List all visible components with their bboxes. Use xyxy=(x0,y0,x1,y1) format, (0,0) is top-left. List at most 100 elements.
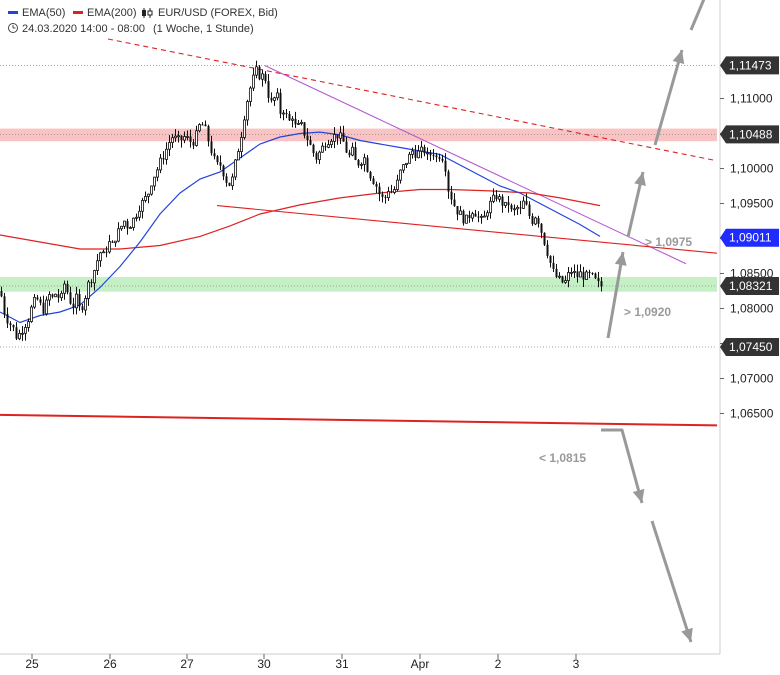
candle-body-up xyxy=(291,118,294,121)
projection-arrow-shaft xyxy=(653,49,684,146)
candle-body-down xyxy=(81,306,84,311)
candle-body-up xyxy=(564,280,567,283)
candle-body-up xyxy=(21,332,24,335)
candle-body-up xyxy=(168,142,171,150)
candle-body-down xyxy=(390,191,393,193)
candle-body-up xyxy=(399,169,402,181)
y-tick-label: 1,08500 xyxy=(730,267,774,281)
candle-body-up xyxy=(492,194,495,202)
candle-body-up xyxy=(339,132,342,139)
candle-body-up xyxy=(273,97,276,101)
candle-body-down xyxy=(126,221,129,229)
candle-body-up xyxy=(360,163,363,166)
candle-body-down xyxy=(519,207,522,209)
candle-body-down xyxy=(294,119,297,125)
candle-body-up xyxy=(318,151,321,161)
x-tick-label: Apr xyxy=(411,657,430,671)
candle-body-up xyxy=(144,196,147,201)
candle-body-down xyxy=(15,327,18,339)
candle-body-up xyxy=(570,272,573,274)
timestamp-label: 24.03.2020 14:00 - 08:00 xyxy=(22,23,145,35)
candle-body-up xyxy=(261,73,264,80)
x-tick-label: 26 xyxy=(103,657,117,671)
candle-body-down xyxy=(3,296,6,315)
y-tick-label: 1,09500 xyxy=(730,197,774,211)
candle-body-up xyxy=(297,123,300,125)
candle-body-up xyxy=(420,146,423,152)
legend: EMA(50) EMA(200) EUR/USD (FOREX, Bid) 24… xyxy=(8,7,278,35)
candle-body-up xyxy=(513,208,516,211)
price-label-box xyxy=(720,277,779,296)
clock-icon xyxy=(8,23,18,33)
candle-body-down xyxy=(324,146,327,148)
candle-body-down xyxy=(51,294,54,297)
price-label-text: 1,07450 xyxy=(729,340,773,354)
candle-body-up xyxy=(45,299,48,315)
candle-body-up xyxy=(246,101,249,121)
candle-body-up xyxy=(327,144,330,148)
candle-body-up xyxy=(300,121,303,124)
candle-body-down xyxy=(312,144,315,154)
candle-body-up xyxy=(177,135,180,138)
candle-body-up xyxy=(585,271,588,280)
candle-body-up xyxy=(276,92,279,99)
candle-body-up xyxy=(24,327,27,334)
candle-body-down xyxy=(474,213,477,217)
candle-body-up xyxy=(54,293,57,298)
projection-arrow-shaft xyxy=(689,0,706,31)
candle-body-down xyxy=(549,255,552,263)
y-tick-label: 1,11000 xyxy=(730,92,773,106)
candle-body-down xyxy=(453,199,456,207)
candle-body-down xyxy=(222,165,225,177)
candle-body-down xyxy=(288,113,291,121)
timeframe-label: (1 Woche, 1 Stunde) xyxy=(153,23,254,35)
candle-body-up xyxy=(396,179,399,190)
candle-body-up xyxy=(459,210,462,215)
candle-body-up xyxy=(141,200,144,212)
candle-body-down xyxy=(66,284,69,293)
candle-body-up xyxy=(60,292,63,299)
candle-body-down xyxy=(441,158,444,161)
candle-body-down xyxy=(180,135,183,141)
y-tick-label: 1,07000 xyxy=(730,372,774,386)
candle-body-up xyxy=(147,193,150,197)
candle-body-down xyxy=(591,273,594,275)
price-label-box xyxy=(720,228,779,247)
candle-body-down xyxy=(582,271,585,280)
candle-body-up xyxy=(183,136,186,141)
instrument-label: EUR/USD (FOREX, Bid) xyxy=(158,7,278,19)
resistance-zone xyxy=(0,128,717,142)
candle-body-down xyxy=(315,153,318,160)
candle-body-down xyxy=(9,323,12,325)
candle-body-down xyxy=(600,281,603,287)
y-tick-label: 1,08000 xyxy=(730,302,774,316)
candle-body-down xyxy=(456,206,459,215)
candle-body-up xyxy=(240,137,243,152)
candle-body-up xyxy=(402,164,405,171)
candle-body-up xyxy=(486,212,489,217)
candle-body-up xyxy=(87,281,90,299)
candle-body-up xyxy=(405,162,408,165)
price-label-box xyxy=(720,56,779,75)
arrows-layer xyxy=(601,0,706,643)
x-tick-label: 27 xyxy=(180,657,194,671)
candle-body-down xyxy=(369,171,372,179)
grid-layer xyxy=(0,64,717,348)
candle-body-down xyxy=(447,171,450,192)
candle-body-down xyxy=(228,182,231,186)
candle-body-up xyxy=(234,159,237,178)
zones-layer xyxy=(0,128,717,292)
candle-body-down xyxy=(414,151,417,158)
candle-body-down xyxy=(546,244,549,256)
x-tick-label: 2 xyxy=(495,657,502,671)
candle-body-up xyxy=(114,240,117,244)
candle-body-down xyxy=(204,124,207,127)
candle-body-down xyxy=(42,302,45,314)
candle-body-up xyxy=(255,66,258,76)
candle-body-down xyxy=(69,292,72,304)
candle-body-up xyxy=(243,119,246,138)
price-label-text: 1,09011 xyxy=(729,231,772,245)
candle-body-up xyxy=(363,157,366,165)
candle-body-up xyxy=(231,176,234,187)
candle-body-down xyxy=(576,271,579,277)
